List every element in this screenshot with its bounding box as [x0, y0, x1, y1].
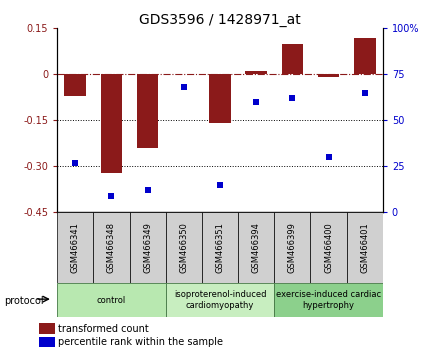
Point	[216, 182, 224, 188]
Bar	[282, 44, 303, 74]
Text: transformed count: transformed count	[59, 324, 149, 334]
Bar	[318, 74, 339, 78]
Bar	[39, 324, 55, 334]
Bar	[39, 337, 55, 348]
Point	[253, 99, 260, 105]
Bar	[238, 212, 274, 283]
Text: GSM466348: GSM466348	[107, 222, 116, 273]
Bar	[347, 212, 383, 283]
Text: exercise-induced cardiac
hypertrophy: exercise-induced cardiac hypertrophy	[276, 290, 381, 310]
Bar	[311, 212, 347, 283]
Point	[289, 96, 296, 101]
Bar	[64, 74, 86, 96]
Bar	[354, 38, 376, 74]
Text: GSM466351: GSM466351	[216, 222, 224, 273]
Bar	[166, 283, 274, 317]
Text: percentile rank within the sample: percentile rank within the sample	[59, 337, 224, 347]
Bar	[57, 212, 93, 283]
Point	[72, 160, 79, 166]
Text: GSM466400: GSM466400	[324, 222, 333, 273]
Text: protocol: protocol	[4, 296, 44, 306]
Bar	[202, 212, 238, 283]
Text: isoproterenol-induced
cardiomyopathy: isoproterenol-induced cardiomyopathy	[174, 290, 266, 310]
Bar	[101, 74, 122, 172]
Bar	[274, 283, 383, 317]
Text: GSM466341: GSM466341	[71, 222, 80, 273]
Bar	[246, 71, 267, 74]
Bar	[137, 74, 158, 148]
Text: GSM466350: GSM466350	[180, 222, 188, 273]
Bar	[129, 212, 166, 283]
Text: GSM466349: GSM466349	[143, 222, 152, 273]
Bar	[166, 212, 202, 283]
Title: GDS3596 / 1428971_at: GDS3596 / 1428971_at	[139, 13, 301, 27]
Text: GSM466394: GSM466394	[252, 222, 260, 273]
Point	[325, 154, 332, 160]
Text: GSM466399: GSM466399	[288, 222, 297, 273]
Bar	[274, 212, 311, 283]
Bar	[57, 283, 166, 317]
Point	[180, 84, 187, 90]
Bar	[93, 212, 129, 283]
Point	[144, 188, 151, 193]
Text: control: control	[97, 296, 126, 304]
Text: GSM466401: GSM466401	[360, 222, 369, 273]
Bar	[209, 74, 231, 124]
Point	[361, 90, 368, 96]
Point	[108, 193, 115, 199]
